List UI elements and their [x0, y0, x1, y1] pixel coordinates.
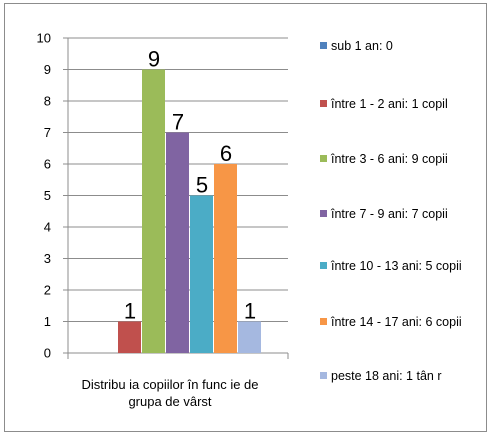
legend-text: între 3 - 6 ani: 9 copii	[331, 152, 448, 166]
legend-swatch	[320, 372, 327, 379]
bar	[142, 69, 165, 353]
legend-text: între 10 - 13 ani: 5 copii	[331, 259, 462, 273]
legend-text: între 7 - 9 ani: 7 copii	[331, 207, 448, 221]
legend-swatch	[320, 42, 327, 49]
legend-entry: între 1 - 2 ani: 1 copil	[320, 96, 488, 112]
legend-swatch	[320, 262, 327, 269]
data-label: 6	[220, 141, 232, 166]
y-tick-label: 8	[44, 94, 51, 109]
legend-swatch	[320, 155, 327, 162]
y-tick-label: 3	[44, 251, 51, 266]
bar	[190, 195, 213, 353]
y-tick-label: 7	[44, 125, 51, 140]
bar	[214, 164, 237, 353]
legend-swatch	[320, 318, 327, 325]
legend-entry: între 10 - 13 ani: 5 copii	[320, 258, 488, 274]
y-tick-labels: 0 1 2 3 4 5 6 7 8 9 10	[37, 31, 51, 361]
y-tick-label: 0	[44, 346, 51, 361]
legend-entry: sub 1 an: 0	[320, 38, 488, 54]
bars	[118, 69, 261, 353]
data-label: 1	[124, 299, 136, 324]
legend-text: între 1 - 2 ani: 1 copil	[331, 97, 448, 111]
legend-entry: între 7 - 9 ani: 7 copii	[320, 206, 488, 222]
x-axis-label: Distribu ia copiilor în func ie de grupa…	[81, 377, 259, 409]
data-label: 1	[244, 299, 256, 324]
legend-swatch	[320, 210, 327, 217]
bar	[238, 321, 261, 353]
legend-text: între 14 - 17 ani: 6 copii	[331, 315, 462, 329]
legend-text: peste 18 ani: 1 tân r	[331, 369, 442, 383]
data-label: 7	[172, 110, 184, 135]
bar	[118, 321, 141, 353]
legend-entry: între 14 - 17 ani: 6 copii	[320, 314, 488, 330]
y-tick-label: 2	[44, 283, 51, 298]
y-tick-label: 6	[44, 157, 51, 172]
y-tick-label: 4	[44, 220, 51, 235]
y-tick-label: 9	[44, 62, 51, 77]
data-label: 5	[196, 173, 208, 198]
bar	[166, 132, 189, 353]
y-tick-label: 5	[44, 188, 51, 203]
data-label: 9	[148, 47, 160, 72]
y-tick-label: 1	[44, 314, 51, 329]
y-tick-label: 10	[37, 31, 51, 46]
legend-text: sub 1 an: 0	[331, 39, 393, 53]
legend-entry: peste 18 ani: 1 tân r	[320, 368, 488, 384]
chart-frame	[4, 3, 487, 432]
data-labels: 1 9 7 56 1	[124, 47, 256, 324]
legend-swatch	[320, 100, 327, 107]
legend-entry: între 3 - 6 ani: 9 copii	[320, 151, 488, 167]
